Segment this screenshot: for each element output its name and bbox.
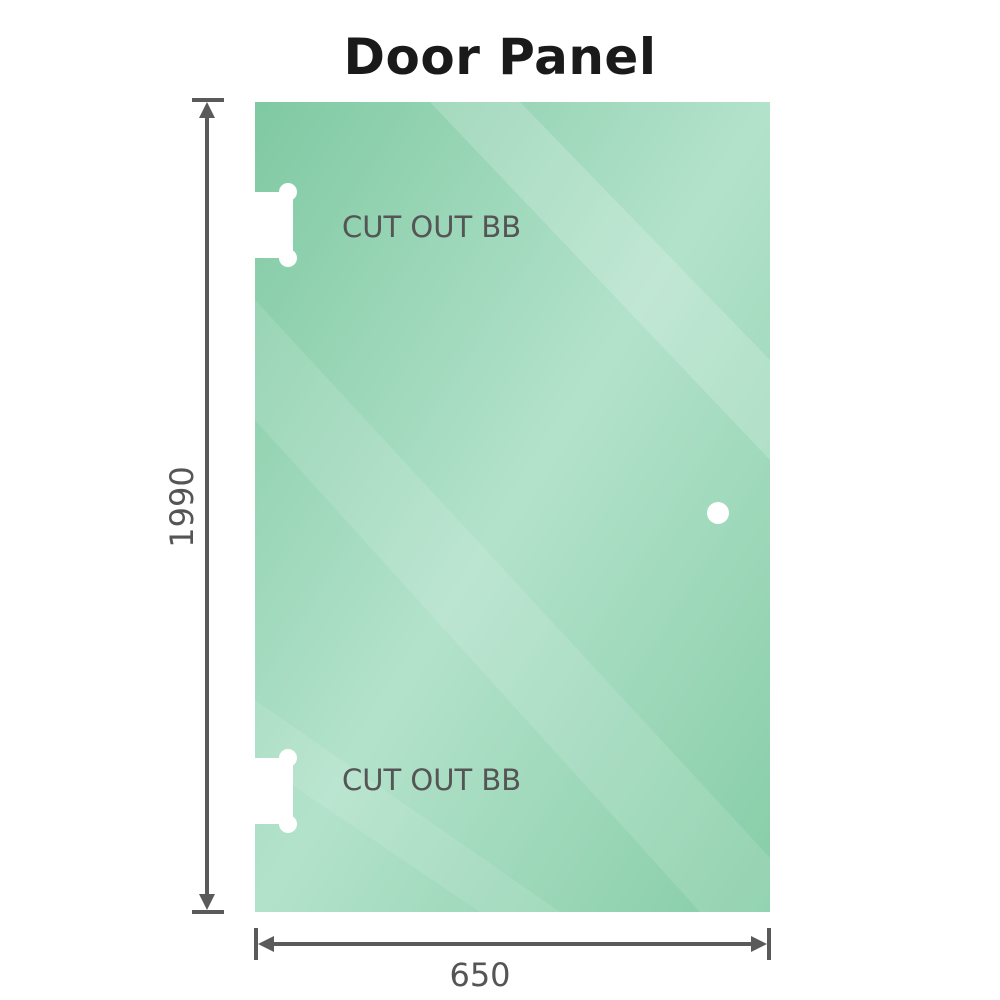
glass-reflection bbox=[430, 102, 770, 460]
diagram-title: Door Panel bbox=[343, 28, 657, 86]
glass-reflection bbox=[255, 700, 560, 912]
cutout-bottom bbox=[255, 749, 297, 833]
width-dimension-line bbox=[254, 928, 771, 960]
glass-panel bbox=[255, 102, 820, 912]
height-label: 1990 bbox=[163, 466, 201, 547]
glass-reflection bbox=[255, 300, 820, 912]
handle-hole bbox=[707, 502, 729, 524]
cutout-label-top: CUT OUT BB bbox=[342, 210, 521, 244]
cutout-top bbox=[255, 183, 297, 267]
width-label: 650 bbox=[449, 956, 510, 994]
cutout-label-bottom: CUT OUT BB bbox=[342, 763, 521, 797]
height-dimension-line bbox=[192, 98, 224, 914]
